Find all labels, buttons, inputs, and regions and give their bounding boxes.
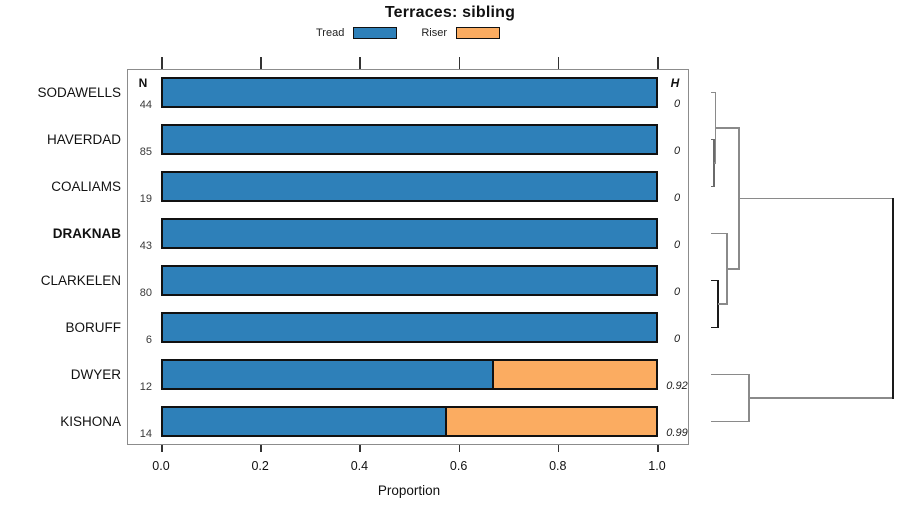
h-value: 0 — [673, 332, 681, 345]
h-value: 0 — [673, 285, 681, 298]
stacked-bar — [161, 406, 658, 437]
dendrogram-branch — [710, 232, 727, 235]
bar-segment-tread — [163, 173, 656, 200]
bar-segment-riser — [491, 361, 656, 388]
dendrogram-branch — [749, 397, 893, 399]
dendrogram-branch — [710, 373, 749, 376]
stacked-bar — [161, 265, 658, 296]
bar-segment-riser — [444, 408, 656, 435]
bottom-tick — [458, 445, 461, 452]
top-tick — [359, 57, 361, 69]
category-label: COALIAMS — [51, 178, 121, 194]
bar-segment-tread — [163, 267, 656, 294]
n-value: 19 — [139, 192, 152, 205]
bottom-tick — [557, 445, 560, 452]
bar-segment-tread — [163, 79, 656, 106]
h-value: 0 — [673, 191, 681, 204]
category-label: HAVERDAD — [46, 131, 121, 147]
bottom-tick — [161, 445, 163, 452]
bar-segment-tread — [163, 408, 445, 435]
dendrogram-branch — [710, 91, 716, 94]
bottom-tick — [657, 445, 659, 452]
h-value: 0 — [673, 97, 681, 110]
dendrogram-branch — [710, 279, 718, 282]
bar-segment-tread — [163, 220, 656, 247]
top-tick — [657, 57, 659, 69]
dendrogram-branch — [739, 197, 893, 199]
legend-item-tread: Tread — [316, 27, 398, 39]
bottom-tick — [260, 445, 262, 452]
n-value: 6 — [145, 333, 152, 346]
top-tick — [557, 57, 560, 69]
bar-segment-tread — [163, 126, 656, 153]
legend-label: Riser — [421, 27, 447, 39]
stacked-bar — [161, 124, 658, 155]
n-value: 43 — [139, 239, 152, 252]
bottom-tick — [359, 445, 361, 452]
top-tick — [458, 57, 461, 69]
top-tick — [161, 57, 163, 69]
n-value: 44 — [139, 98, 152, 111]
stacked-bar — [161, 171, 658, 202]
legend-swatch — [353, 27, 398, 39]
dendrogram-branch — [715, 127, 739, 129]
legend-label: Tread — [316, 27, 345, 39]
x-tick-label: 0.8 — [549, 459, 567, 473]
x-tick-label: 0.6 — [449, 459, 468, 473]
top-tick — [260, 57, 262, 69]
x-tick-label: 1.0 — [648, 459, 666, 473]
h-value: 0 — [673, 144, 681, 157]
dendrogram-branch — [710, 185, 714, 188]
legend: Tread Riser — [127, 25, 689, 41]
h-value: 0.92 — [666, 379, 688, 392]
n-value: 80 — [139, 286, 152, 299]
bar-segment-tread — [163, 361, 492, 388]
category-label: SODAWELLS — [37, 84, 121, 100]
category-label: CLARKELEN — [40, 272, 121, 288]
category-label: DRAKNAB — [52, 225, 121, 241]
x-tick-label: 0.0 — [152, 459, 170, 473]
bar-segment-tread — [163, 314, 656, 341]
n-value: 85 — [139, 145, 152, 158]
category-label: DWYER — [70, 366, 121, 382]
category-label: KISHONA — [60, 413, 121, 429]
dendrogram-branch — [727, 268, 739, 270]
x-tick-label: 0.4 — [350, 459, 369, 473]
n-value: 14 — [139, 427, 152, 440]
x-axis-label: Proportion — [377, 483, 441, 498]
page-title: Terraces: sibling — [384, 4, 516, 21]
legend-swatch — [456, 27, 500, 39]
stacked-bar — [161, 218, 658, 249]
dendrogram-branch — [710, 138, 714, 141]
stacked-bar — [161, 77, 658, 108]
h-value: 0.99 — [666, 426, 688, 439]
legend-item-riser: Riser — [421, 27, 500, 39]
h-value: 0 — [673, 238, 681, 251]
dendrogram-bracket — [892, 197, 894, 399]
h-column-header: H — [670, 76, 680, 90]
stacked-bar — [161, 312, 658, 343]
x-tick-label: 0.2 — [251, 459, 269, 473]
n-value: 12 — [139, 380, 152, 393]
dendrogram-branch — [710, 420, 749, 423]
n-column-header: N — [138, 76, 148, 90]
dendrogram-branch — [718, 303, 727, 305]
dendrogram-branch — [710, 326, 718, 329]
category-label: BORUFF — [65, 319, 122, 335]
stacked-bar — [161, 359, 658, 390]
